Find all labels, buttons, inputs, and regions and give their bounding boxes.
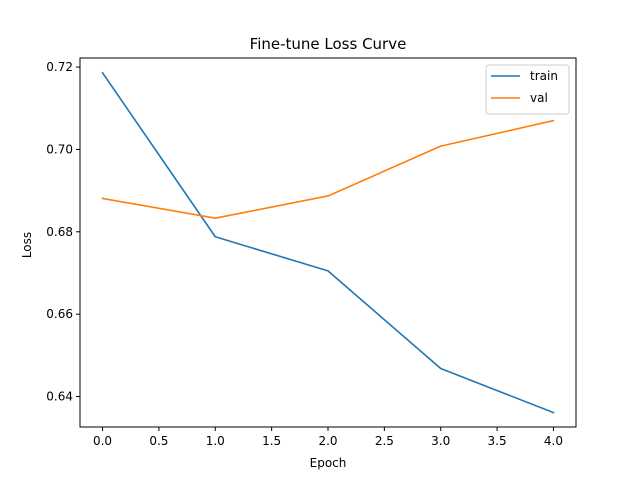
chart-title: Fine-tune Loss Curve xyxy=(250,35,407,53)
x-tick-label: 0.0 xyxy=(93,434,112,448)
legend-label-train: train xyxy=(530,69,558,83)
x-tick-label: 4.0 xyxy=(544,434,563,448)
legend-box xyxy=(485,64,570,115)
series-line-val xyxy=(101,119,555,220)
legend-label-val: val xyxy=(530,91,548,105)
x-tick-label: 1.0 xyxy=(206,434,225,448)
y-tick-label: 0.70 xyxy=(46,142,73,156)
axis-ticks: 0.0 0.5 1.0 1.5 2.0 2.5 3.0 3.5 4.0 0.64 0.66 0.68 0… xyxy=(46,60,563,448)
x-tick-label: 3.5 xyxy=(488,434,507,448)
x-tick-label: 2.5 xyxy=(375,434,394,448)
y-tick-label: 0.64 xyxy=(46,390,73,404)
y-tick-label: 0.68 xyxy=(46,225,73,239)
y-axis-label: Loss xyxy=(20,232,34,258)
x-axis-label: Epoch xyxy=(310,456,347,470)
series-line-train xyxy=(101,71,555,414)
plot-frame xyxy=(79,57,577,428)
series-lines xyxy=(101,71,555,414)
y-tick-label: 0.72 xyxy=(46,60,73,74)
x-tick-label: 2.0 xyxy=(318,434,337,448)
x-tick-label: 0.5 xyxy=(149,434,168,448)
legend: train val xyxy=(485,64,570,115)
x-tick-label: 3.0 xyxy=(431,434,450,448)
x-tick-label: 1.5 xyxy=(262,434,281,448)
y-tick-label: 0.66 xyxy=(46,307,73,321)
